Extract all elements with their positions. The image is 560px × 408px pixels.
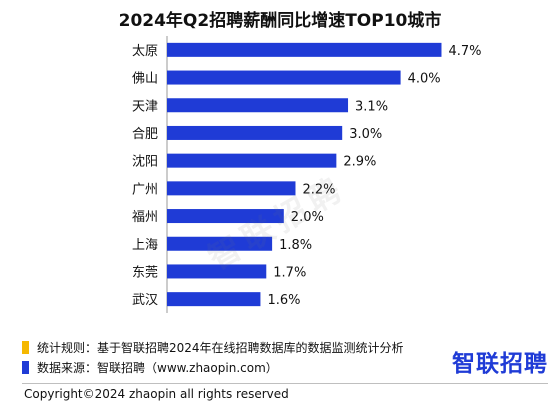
bar [167,209,284,224]
category-label: 福州 [132,210,158,225]
bar [167,98,349,113]
bar [167,264,267,279]
notes: 统计规则：基于智联招聘2024年在线招聘数据库的数据监测统计分析 数据来源：智联… [22,338,404,378]
category-label: 佛山 [132,72,158,87]
bar [167,70,401,85]
data-label: 1.6% [267,293,300,308]
data-label: 4.7% [448,44,481,59]
category-label: 沈阳 [132,155,158,170]
category-label: 上海 [132,238,158,253]
data-label: 2.2% [302,182,335,197]
category-label: 东莞 [132,265,158,280]
data-label: 3.1% [355,99,388,114]
note-source-text: 数据来源：智联招聘（www.zhaopin.com） [37,360,278,375]
note-source-marker [22,360,29,374]
copyright-text: Copyright©2024 zhaopin all rights reserv… [24,387,289,401]
bar-chart: 太原 4.7% 佛山 4.0% 天津 3.1% 合肥 3.0% 沈阳 2.9% 广州 2.2% 福州 2.… [132,36,482,313]
note-source: 数据来源：智联招聘（www.zhaopin.com） [22,358,404,376]
bar [167,42,442,57]
data-label: 4.0% [408,72,441,87]
data-label: 1.8% [279,238,312,253]
chart-title: 2024年Q2招聘薪酬同比增速TOP10城市 [118,11,442,31]
bar [167,125,343,140]
bar [167,292,261,307]
footer-divider [22,383,548,384]
bar [167,153,337,168]
category-label: 武汉 [132,293,158,308]
bar [167,181,296,196]
note-rule: 统计规则：基于智联招聘2024年在线招聘数据库的数据监测统计分析 [22,338,404,356]
data-label: 2.9% [343,155,376,170]
category-label: 太原 [132,44,158,59]
note-rule-text: 统计规则：基于智联招聘2024年在线招聘数据库的数据监测统计分析 [37,340,404,355]
note-rule-marker [22,340,29,354]
category-label: 合肥 [132,127,158,142]
data-label: 2.0% [291,210,324,225]
category-label: 天津 [132,99,158,114]
data-label: 1.7% [273,265,306,280]
brand-logo: 智联招聘 [452,351,548,377]
category-label: 广州 [132,182,158,197]
bar [167,236,273,251]
data-label: 3.0% [349,127,382,142]
